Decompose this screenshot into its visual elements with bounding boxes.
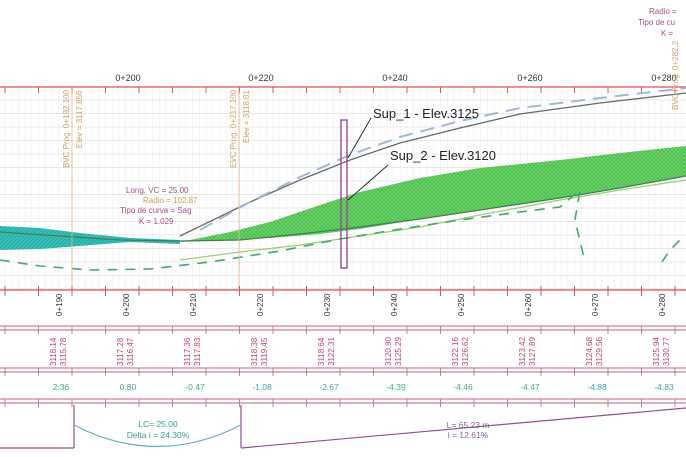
- sup2-label: Sup_2 - Elev.3120: [390, 148, 496, 163]
- terrain-elevation: 3118.38: [250, 337, 259, 366]
- tipo-label: Tipo de curva = Sag: [120, 206, 192, 215]
- slope-value: 0.80: [120, 382, 137, 392]
- terrain-line: [0, 175, 686, 242]
- slope-i-label: i = 12.61%: [448, 430, 489, 440]
- sup1-label: Sup_1 - Elev.3125: [373, 106, 479, 121]
- band-station-label: 0+220: [256, 293, 265, 316]
- radio-label: Radio = 102.87: [143, 196, 198, 205]
- slope-value: -1.08: [252, 382, 272, 392]
- slope-value: -0.47: [185, 382, 205, 392]
- bvc-elev-label: Elev = 3117.856: [75, 90, 84, 148]
- sup2-dashed-line: [199, 87, 686, 231]
- terrain-elevation: 3117.28: [116, 337, 125, 366]
- band-station-label: 0+200: [122, 293, 131, 316]
- band-station-label: 0+230: [323, 293, 332, 316]
- subgrade-line: [179, 179, 686, 261]
- long-vc-label: Long. VC = 25.00: [126, 186, 189, 195]
- slope-value: -4.46: [453, 382, 473, 392]
- design-elevation: 3127.89: [528, 337, 537, 366]
- design-elevation: 3129.56: [595, 337, 604, 366]
- geometry-band: [0, 405, 686, 449]
- slope-value: -4.47: [520, 382, 540, 392]
- bvc-label: BVC Prog. 0+192.100: [62, 89, 71, 168]
- k-label-right: K =: [661, 29, 674, 38]
- terrain-elevation: 3117.36: [183, 337, 192, 366]
- band-station-label: 0+240: [390, 293, 399, 316]
- delta-label: Delta i = 24.30%: [127, 430, 190, 440]
- top-axis: [0, 86, 686, 291]
- design-elevation: 3125.29: [394, 337, 403, 366]
- band-station-label: 0+270: [591, 293, 600, 316]
- terrain-elevation: 3118.14: [49, 337, 58, 366]
- slope-value: -2.67: [319, 382, 339, 392]
- band-station-label: 0+280: [658, 293, 667, 316]
- slope-value: 2.36: [53, 382, 70, 392]
- fill-area-green: [180, 146, 686, 242]
- terrain-elevation: 3123.42: [518, 337, 527, 366]
- band-station-label: 0+190: [55, 293, 64, 316]
- terrain-elevation: 3124.68: [585, 337, 594, 366]
- evc-label: EVC Prog. 0+217.100: [229, 89, 238, 168]
- right-dashed-line: [661, 239, 681, 263]
- terrain-elevation: 3120.90: [384, 337, 393, 366]
- top-station-label: 0+220: [248, 73, 273, 83]
- sup1-leader: [347, 117, 372, 159]
- top-station-label: 0+240: [382, 73, 407, 83]
- data-band-separators: [0, 325, 686, 404]
- terrain-elevation: 3118.64: [317, 337, 326, 366]
- bvc-label-right: BVC Prog. 0+282.2: [671, 40, 680, 110]
- tipo-label-right: Tipo de cu: [638, 18, 675, 27]
- length-label: L= 65.23 m: [447, 420, 490, 430]
- design-elevation: 3122.31: [327, 337, 336, 366]
- lc-label: LC= 25.00: [138, 419, 178, 429]
- band-station-label: 0+250: [457, 293, 466, 316]
- design-elevation: 3130.77: [662, 337, 671, 366]
- design-elevation: 3117.83: [193, 337, 202, 366]
- band-station-label: 0+210: [189, 293, 198, 316]
- top-station-label: 0+260: [517, 73, 542, 83]
- design-elevation: 3116.47: [126, 337, 135, 366]
- k-label: K = 1.029: [139, 217, 174, 226]
- slope-value: -4.39: [386, 382, 406, 392]
- radio-label-right: Radio =: [649, 7, 677, 16]
- band-station-label: 0+260: [524, 293, 533, 316]
- terrain-elevation: 3125.94: [652, 337, 661, 366]
- band-ticks: [4, 286, 676, 407]
- sup2-leader: [347, 164, 389, 201]
- section-marker[interactable]: [340, 119, 348, 269]
- terrain-elevation: 3122.16: [451, 337, 460, 366]
- evc-elev-label: Elev = 3118.01: [242, 89, 251, 143]
- slope-value: -4.88: [587, 382, 607, 392]
- top-station-label: 0+280: [651, 73, 676, 83]
- design-elevation: 3115.78: [59, 337, 68, 366]
- slope-value: -4.83: [654, 382, 674, 392]
- design-elevation: 3119.45: [260, 337, 269, 366]
- design-elevation: 3126.62: [461, 337, 470, 366]
- top-station-label: 0+200: [115, 73, 140, 83]
- top-axis-ticks: [4, 87, 676, 93]
